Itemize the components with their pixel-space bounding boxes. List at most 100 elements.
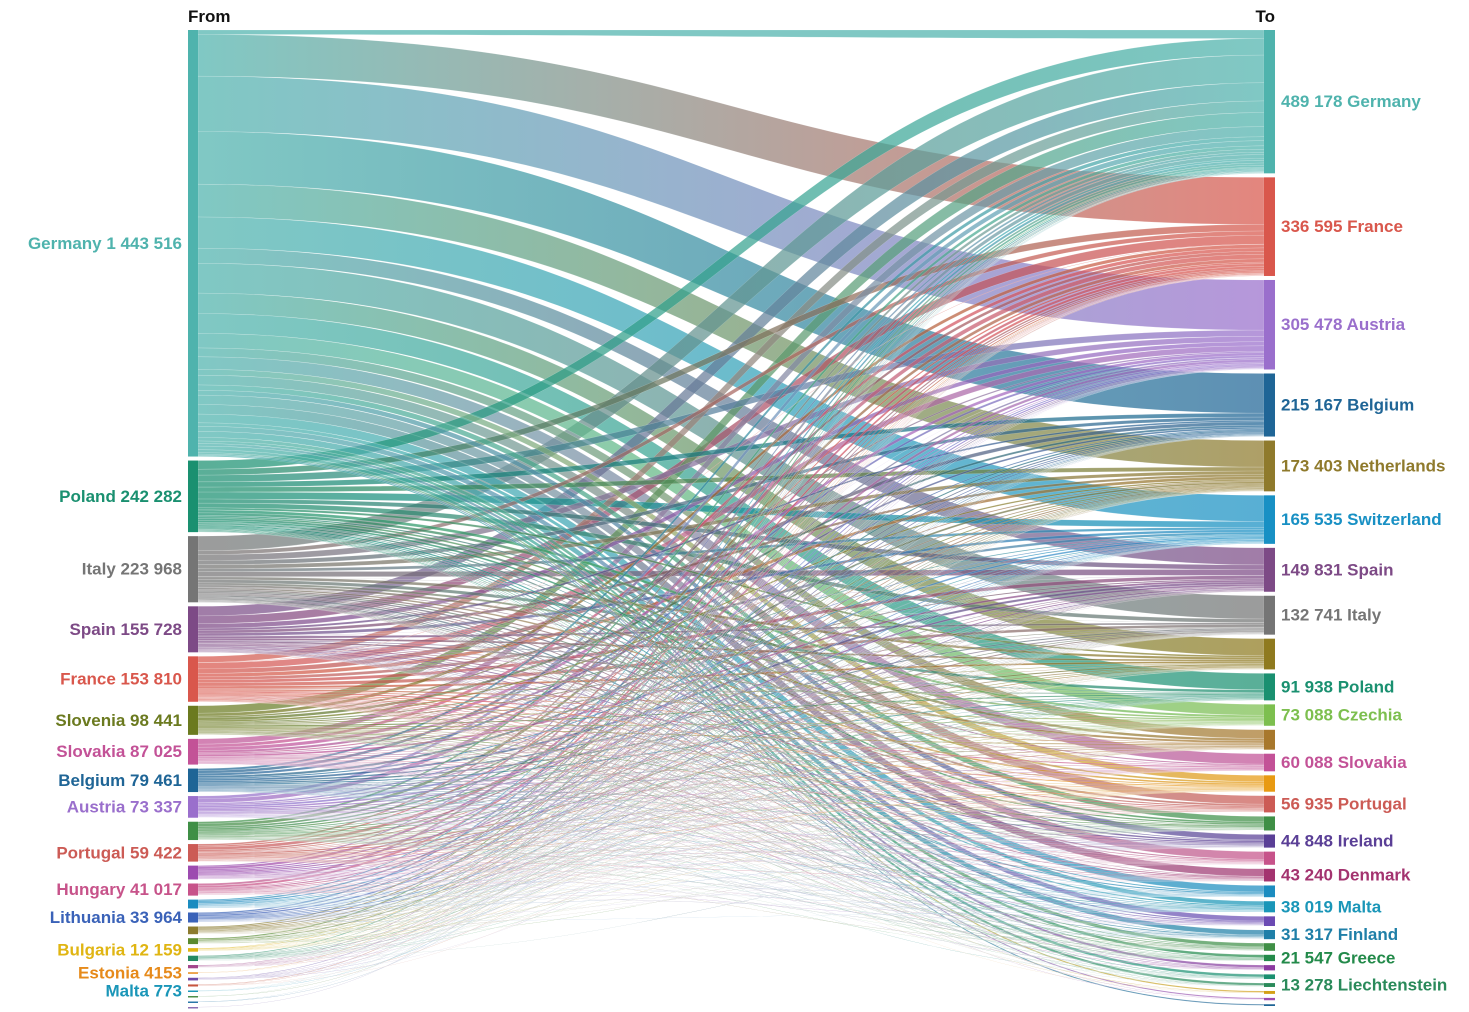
source-label: France 153 810 <box>60 670 182 689</box>
target-label: 31 317 Finland <box>1281 925 1398 944</box>
target-node <box>1264 868 1275 882</box>
target-node <box>1264 30 1275 174</box>
source-node <box>188 990 198 992</box>
target-label: 215 167 Belgium <box>1281 396 1414 415</box>
target-label: 21 547 Greece <box>1281 948 1395 967</box>
source-node <box>188 984 198 987</box>
target-label: 44 848 Ireland <box>1281 832 1393 851</box>
target-node <box>1264 885 1275 898</box>
target-node <box>1264 954 1275 962</box>
target-node <box>1264 279 1275 370</box>
source-node <box>188 738 198 765</box>
target-node <box>1264 943 1275 951</box>
target-node <box>1264 851 1275 865</box>
source-label: Portugal 59 422 <box>56 843 182 862</box>
flow-link <box>197 172 1265 1008</box>
source-node <box>188 948 198 952</box>
source-node <box>188 844 198 862</box>
target-node <box>1264 547 1275 592</box>
source-label: Germany 1 443 516 <box>28 234 182 253</box>
target-node <box>1264 983 1275 987</box>
target-node <box>1264 638 1275 670</box>
target-label: 165 535 Switzerland <box>1281 510 1442 529</box>
source-node <box>188 460 198 533</box>
to-header: To <box>1255 7 1275 26</box>
target-node <box>1264 495 1275 544</box>
target-node <box>1264 990 1275 994</box>
source-label: Poland 242 282 <box>59 487 182 506</box>
target-label: 13 278 Liechtenstein <box>1281 976 1447 995</box>
target-label: 91 938 Poland <box>1281 677 1394 696</box>
target-label: 56 935 Portugal <box>1281 795 1407 814</box>
source-label: Hungary 41 017 <box>56 880 182 899</box>
target-label: 60 088 Slovakia <box>1281 753 1407 772</box>
target-label: 305 478 Austria <box>1281 315 1406 334</box>
source-label: Lithuania 33 964 <box>50 908 183 927</box>
target-label: 38 019 Malta <box>1281 897 1382 916</box>
source-label: Slovakia 87 025 <box>56 742 182 761</box>
source-node <box>188 972 198 974</box>
source-node <box>188 606 198 653</box>
source-node <box>188 821 198 841</box>
source-node <box>188 1001 198 1003</box>
source-label: Belgium 79 461 <box>58 771 182 790</box>
source-node <box>188 995 198 998</box>
target-node <box>1264 916 1275 927</box>
source-node <box>188 912 198 923</box>
source-label: Spain 155 728 <box>70 620 182 639</box>
target-node <box>1264 974 1275 980</box>
source-node <box>188 768 198 793</box>
source-node <box>188 883 198 896</box>
source-node <box>188 1006 198 1009</box>
node-labels: Germany 1 443 516 Poland 242 282 Italy 223… <box>28 92 1447 1001</box>
target-node <box>1264 901 1275 913</box>
target-node <box>1264 729 1275 750</box>
source-node <box>188 536 198 603</box>
target-label: 43 240 Denmark <box>1281 866 1411 885</box>
from-header: From <box>188 7 231 26</box>
source-label: Estonia 4153 <box>78 964 182 983</box>
source-label: Italy 223 968 <box>82 560 182 579</box>
target-node <box>1264 177 1275 276</box>
target-node <box>1264 704 1275 726</box>
target-node <box>1264 595 1275 635</box>
source-node <box>188 926 198 935</box>
target-label: 336 595 France <box>1281 217 1403 236</box>
target-node <box>1264 965 1275 971</box>
flow-links <box>197 29 1265 1008</box>
source-label: Austria 73 337 <box>67 797 182 816</box>
source-node <box>188 955 198 962</box>
flow-link <box>197 29 1265 39</box>
source-node <box>188 965 198 969</box>
target-node <box>1264 795 1275 813</box>
target-nodes <box>1264 30 1275 1006</box>
target-label: 132 741 Italy <box>1281 606 1382 625</box>
target-node <box>1264 997 1275 1001</box>
source-nodes <box>188 30 198 1009</box>
source-label: Bulgaria 12 159 <box>57 940 182 959</box>
source-label: Slovenia 98 441 <box>55 711 182 730</box>
source-node <box>188 656 198 702</box>
source-node <box>188 977 198 981</box>
target-node <box>1264 930 1275 940</box>
target-node <box>1264 440 1275 492</box>
source-label: Malta 773 <box>105 982 182 1001</box>
target-node <box>1264 753 1275 772</box>
source-node <box>188 865 198 880</box>
source-node <box>188 30 198 457</box>
source-node <box>188 796 198 818</box>
target-node <box>1264 834 1275 848</box>
source-node <box>188 899 198 909</box>
target-node <box>1264 1004 1275 1006</box>
target-label: 173 403 Netherlands <box>1281 456 1445 475</box>
source-node <box>188 938 198 945</box>
source-node <box>188 705 198 735</box>
target-node <box>1264 673 1275 701</box>
target-node <box>1264 816 1275 831</box>
target-label: 73 088 Czechia <box>1281 706 1403 725</box>
target-label: 149 831 Spain <box>1281 560 1393 579</box>
target-node <box>1264 373 1275 437</box>
target-node <box>1264 775 1275 792</box>
target-label: 489 178 Germany <box>1281 92 1421 111</box>
flow-link <box>197 274 1265 973</box>
